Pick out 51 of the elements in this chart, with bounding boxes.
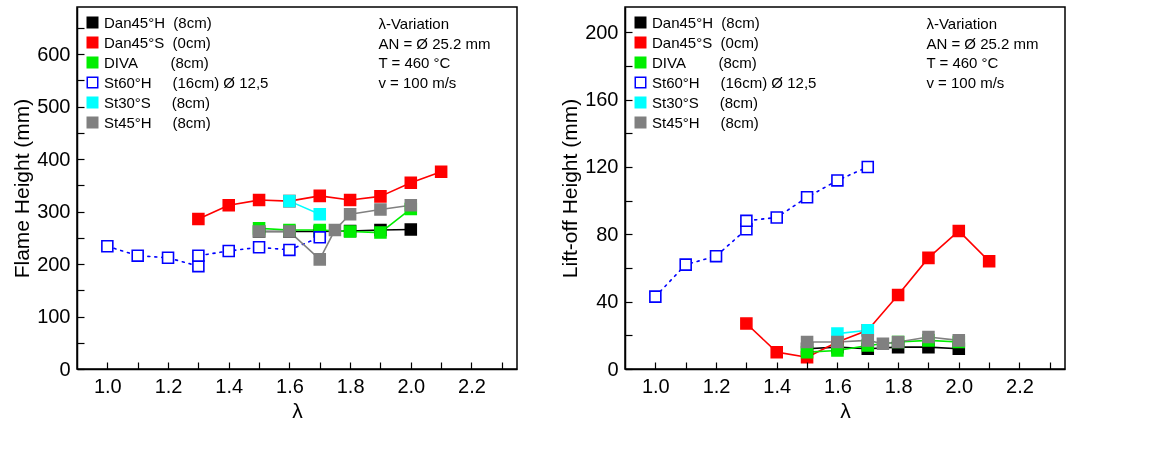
annotation: AN = Ø 25.2 mm <box>378 34 491 52</box>
x-tick-label: 1.8 <box>884 374 913 397</box>
y-tick-label: 600 <box>37 42 71 65</box>
y-tick-label: 0 <box>607 357 619 380</box>
y-tick-label: 80 <box>596 222 619 245</box>
annotation: λ-Variation <box>926 15 997 32</box>
annotation: AN = Ø 25.2 mm <box>926 34 1039 52</box>
x-tick-label: 1.2 <box>702 374 731 397</box>
legend-label: St45°H (8cm) <box>104 113 211 131</box>
y-tick-label: 0 <box>59 357 71 380</box>
legend-label: St30°S (8cm) <box>104 93 211 111</box>
x-tick-label: 2.2 <box>1006 374 1034 397</box>
annotation: v = 100 m/s <box>926 73 1005 91</box>
x-tick-label: 2.2 <box>458 374 486 397</box>
x-tick-label: 2.0 <box>945 374 974 397</box>
x-axis-title: λ <box>840 398 852 422</box>
x-tick-label: 1.2 <box>154 374 183 397</box>
x-tick-label: 1.4 <box>215 374 244 397</box>
legend-label: Dan45°S (0cm) <box>104 33 211 51</box>
legend-label: DIVA (8cm) <box>104 53 209 71</box>
x-tick-label: 1.0 <box>93 374 122 397</box>
y-tick-label: 200 <box>37 252 71 275</box>
legend-label: St60°H (16cm) Ø 12,5 <box>652 73 817 91</box>
legend-label: Dan45°H (8cm) <box>652 13 760 31</box>
y-tick-label: 40 <box>596 290 619 313</box>
x-tick-label: 1.4 <box>763 374 792 397</box>
x-tick-label: 1.6 <box>276 374 304 397</box>
y-axis-title: Flame Height (mm) <box>10 98 34 279</box>
y-tick-label: 160 <box>585 88 619 111</box>
legend-label: St30°S (8cm) <box>652 93 759 111</box>
y-tick-label: 100 <box>37 305 71 328</box>
x-tick-label: 1.6 <box>824 374 852 397</box>
legend-label: DIVA (8cm) <box>652 53 757 71</box>
y-tick-label: 120 <box>585 155 619 178</box>
annotation: λ-Variation <box>378 15 449 32</box>
y-tick-label: 400 <box>37 147 71 170</box>
legend-label: Dan45°H (8cm) <box>104 13 212 31</box>
legend-label: St60°H (16cm) Ø 12,5 <box>104 73 269 91</box>
y-axis-title: Lift-off Height (mm) <box>558 98 582 279</box>
annotation: T = 460 °C <box>378 54 451 71</box>
y-tick-label: 500 <box>37 95 71 118</box>
x-axis-title: λ <box>292 398 304 422</box>
y-tick-label: 200 <box>585 20 619 43</box>
x-tick-label: 1.0 <box>641 374 670 397</box>
annotation: v = 100 m/s <box>378 73 457 91</box>
legend-label: St45°H (8cm) <box>652 113 759 131</box>
y-tick-label: 300 <box>37 200 71 223</box>
x-tick-label: 1.8 <box>336 374 365 397</box>
legend-label: Dan45°S (0cm) <box>652 33 759 51</box>
x-tick-label: 2.0 <box>397 374 426 397</box>
annotation: T = 460 °C <box>926 54 999 71</box>
